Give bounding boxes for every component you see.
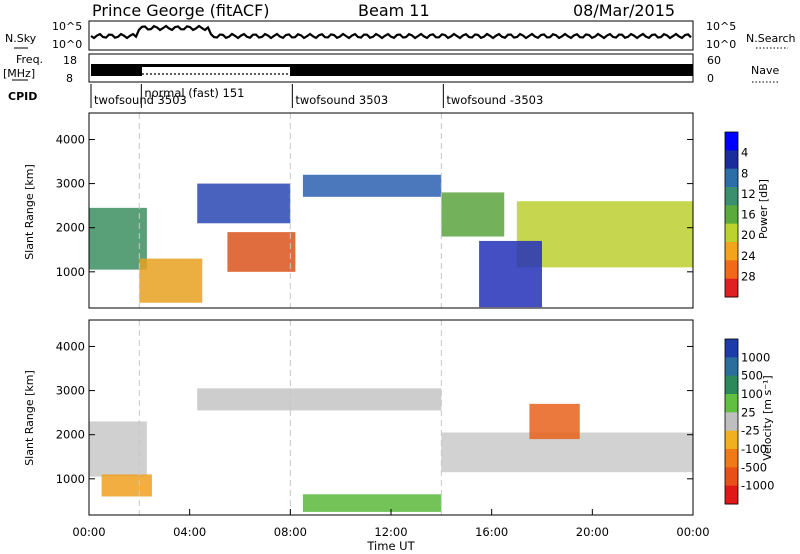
- colorbar-swatch: [725, 485, 738, 505]
- data-band: [302, 174, 442, 197]
- x-tick-label: 00:00: [676, 525, 709, 539]
- colorbar-tick-label: 24: [741, 249, 756, 263]
- velocity-colorbar: 1000 500 100 25 -25 -100 -500 -1000: [724, 338, 774, 505]
- data-band: [89, 421, 147, 477]
- data-band: [441, 192, 505, 237]
- y-tick-label: 2000: [56, 221, 85, 235]
- y-tick-label: 1000: [56, 265, 85, 279]
- colorbar-swatch: [725, 223, 738, 243]
- power-colorbar: 28 24 20 16 12 8 4: [724, 131, 756, 298]
- colorbar-swatch: [725, 357, 738, 377]
- colorbar-tick-label: 1000: [741, 350, 770, 364]
- colorbar-swatch: [725, 150, 738, 170]
- noise-trace: [90, 24, 692, 40]
- colorbar-swatch: [725, 205, 738, 225]
- x-tick-label: 12:00: [374, 525, 407, 539]
- colorbar-tick-label: 4: [741, 146, 748, 160]
- colorbar-swatch: [725, 339, 738, 358]
- colorbar-swatch: [725, 242, 738, 261]
- power-colorbar-label: Power [dB]: [757, 179, 770, 239]
- colorbar-swatch: [725, 430, 738, 450]
- colorbar-swatch: [725, 375, 738, 395]
- y-tick-label: 1000: [56, 472, 85, 486]
- freq-tick-top: 18: [63, 54, 77, 67]
- freq-tick-bottom: 8: [66, 72, 73, 85]
- colorbar-tick-label: 25: [741, 405, 756, 419]
- cpid-segment-label: twofsound 3503: [94, 93, 187, 107]
- noise-left-tick-bottom: 10^0: [52, 38, 82, 51]
- y-tick-label: 4000: [56, 132, 85, 146]
- frequency-panel: Freq. [MHz] 18 8 60 0 Nave: [3, 53, 779, 85]
- data-band: [89, 207, 147, 270]
- station-title: Prince George (fitACF): [92, 1, 270, 20]
- colorbar-tick-label: 28: [741, 269, 756, 283]
- colorbar-tick-label: -500: [741, 460, 767, 474]
- colorbar-tick-label: 8: [741, 166, 748, 180]
- colorbar-tick-label: 20: [741, 228, 756, 242]
- noise-panel: N.Sky 10^5 10^0 10^5 10^0 N.Search: [5, 20, 796, 51]
- cpid-segment-label: twofsound 3503: [295, 93, 388, 107]
- data-band: [197, 388, 442, 411]
- colorbar-tick-label: -1000: [741, 479, 774, 493]
- colorbar-swatch: [725, 260, 738, 280]
- x-tick-label: 04:00: [173, 525, 206, 539]
- velocity-ylabel: Slant Range [km]: [23, 370, 36, 466]
- data-band: [101, 474, 152, 497]
- power-data-bands: [89, 174, 693, 308]
- colorbar-tick-label: 500: [741, 369, 763, 383]
- colorbar-tick-label: 12: [741, 187, 756, 201]
- data-band: [197, 183, 291, 224]
- y-tick-label: 3000: [56, 177, 85, 191]
- colorbar-tick-label: 16: [741, 208, 756, 222]
- colorbar-tick-label: -25: [741, 424, 760, 438]
- colorbar-swatch: [725, 278, 738, 298]
- colorbar-swatch: [725, 412, 738, 432]
- data-band: [479, 240, 542, 308]
- xaxis-label: Time UT: [366, 539, 415, 553]
- cpid-segment-label: twofsound -3503: [446, 93, 543, 107]
- data-band: [302, 494, 442, 512]
- x-tick-label: 20:00: [576, 525, 609, 539]
- nave-tick-top: 60: [707, 54, 721, 67]
- nave-tick-bottom: 0: [707, 72, 714, 85]
- y-tick-label: 2000: [56, 428, 85, 442]
- colorbar-swatch: [725, 168, 738, 188]
- colorbar-tick-label: 100: [741, 387, 763, 401]
- y-tick-label: 4000: [56, 339, 85, 353]
- colorbar-swatch: [725, 467, 738, 487]
- freq-label-line2: [MHz]: [3, 67, 35, 80]
- date-title: 08/Mar/2015: [573, 1, 675, 20]
- y-tick-label: 3000: [56, 384, 85, 398]
- noise-left-label: N.Sky: [5, 32, 37, 45]
- data-band: [516, 201, 693, 268]
- noise-left-tick-top: 10^5: [52, 20, 82, 33]
- noise-right-tick-top: 10^5: [706, 20, 736, 33]
- velocity-data-bands: [89, 388, 693, 512]
- data-band: [529, 403, 580, 440]
- cpid-label: CPID: [8, 90, 37, 103]
- colorbar-swatch: [725, 132, 738, 151]
- cpid-segment-label: normal (fast) 151: [144, 86, 244, 100]
- data-band: [139, 258, 203, 303]
- velocity-panel: 1000 2000 3000 4000 00:00 04:00 08:00 12:00 16:…: [23, 319, 774, 553]
- power-ylabel: Slant Range [km]: [23, 164, 36, 260]
- colorbar-swatch: [725, 449, 738, 468]
- beam-title: Beam 11: [358, 1, 430, 20]
- x-tick-label: 08:00: [274, 525, 307, 539]
- data-band: [227, 232, 296, 272]
- freq-label-line1: Freq.: [16, 53, 43, 66]
- colorbar-swatch: [725, 187, 738, 206]
- nave-label: Nave: [751, 64, 779, 77]
- velocity-colorbar-label: Velocity [m s⁻¹]: [761, 375, 774, 460]
- power-panel: 1000 2000 3000 4000 Slant Range [km] 28 24 20…: [23, 112, 770, 309]
- x-tick-label: 16:00: [475, 525, 508, 539]
- colorbar-tick-label: -100: [741, 442, 767, 456]
- colorbar-swatch: [725, 394, 738, 413]
- noise-right-label: N.Search: [746, 32, 796, 45]
- noise-right-tick-bottom: 10^0: [706, 38, 736, 51]
- x-tick-label: 00:00: [72, 525, 105, 539]
